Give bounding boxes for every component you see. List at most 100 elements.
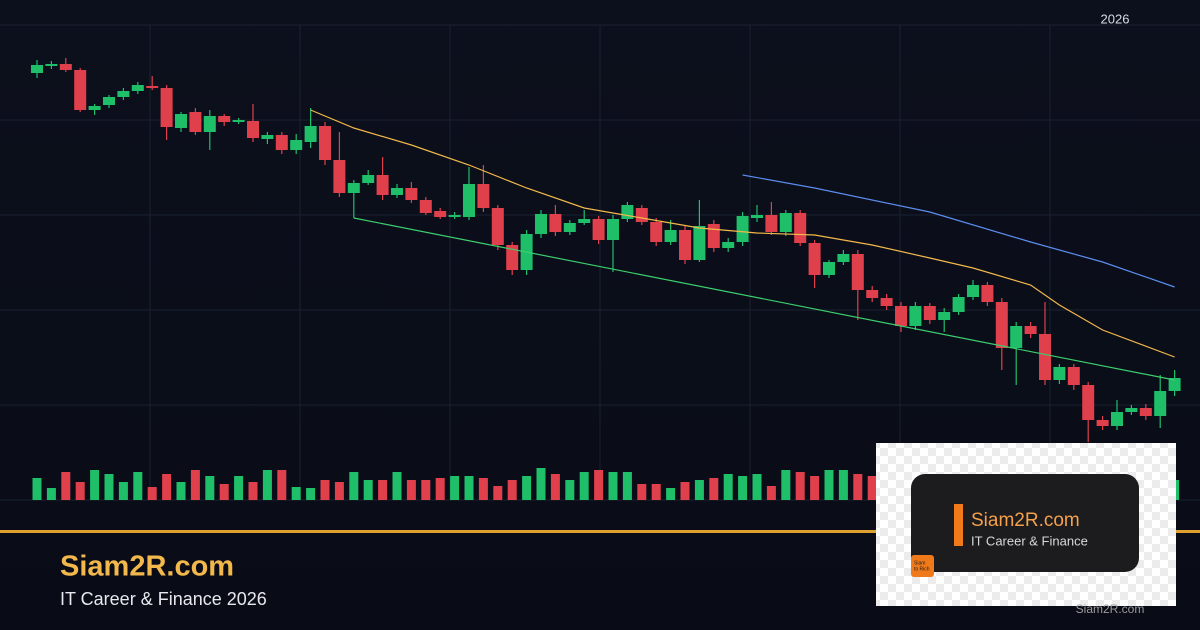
volume-bar — [752, 474, 762, 500]
vertical-grid — [149, 25, 1051, 500]
candle-body — [794, 213, 807, 243]
volume-bar — [234, 476, 244, 500]
volume-bar — [133, 472, 143, 500]
volume-bar — [75, 482, 85, 500]
candle-body — [650, 222, 663, 242]
candle-body — [319, 126, 331, 160]
volume-bar — [522, 476, 532, 500]
volume-bar — [694, 480, 704, 500]
volume-bar — [738, 476, 748, 500]
volume-bar — [363, 480, 373, 500]
candle-body — [664, 230, 677, 242]
volume-bar — [594, 470, 604, 500]
candle-body — [419, 200, 432, 213]
candle-body — [895, 306, 907, 326]
candle-body — [765, 215, 778, 232]
volume-bar — [781, 470, 791, 500]
candle-body — [563, 223, 576, 232]
candle-body — [203, 116, 216, 132]
volume-bar — [507, 480, 517, 500]
candle-body — [247, 121, 259, 138]
volume-bar — [651, 484, 661, 500]
candle-body — [1010, 326, 1023, 348]
candle-body — [967, 285, 979, 297]
candle-body — [333, 160, 346, 193]
candle-body — [146, 86, 159, 88]
candle-body — [275, 135, 288, 150]
volume-bar — [262, 470, 272, 500]
candle-body — [1039, 334, 1051, 380]
candle-body — [477, 184, 490, 208]
volume-bar — [392, 472, 402, 500]
candle-body — [59, 64, 72, 70]
candle-body — [45, 64, 58, 66]
volume-bar — [90, 470, 100, 500]
candle-body — [981, 285, 994, 302]
volume-bar — [176, 482, 186, 500]
candle-body — [1096, 420, 1109, 426]
candle-body — [391, 188, 403, 195]
volume-bar — [867, 476, 877, 500]
candle-body — [549, 214, 562, 232]
candle-body — [535, 214, 547, 234]
volume-bar — [536, 468, 546, 500]
candle-body — [506, 245, 519, 270]
candle-body — [405, 188, 418, 200]
indicator-line — [353, 217, 1175, 381]
candle-body — [175, 114, 187, 128]
volume-bar — [334, 482, 344, 500]
volume-bar — [709, 478, 719, 500]
candle-body — [736, 216, 749, 242]
candle-body — [823, 262, 835, 275]
candle-body — [1082, 385, 1095, 420]
badge-text: to Rich — [914, 566, 930, 572]
badge-text: Siam — [914, 560, 925, 566]
candle-body — [74, 70, 87, 110]
candle-body — [578, 219, 591, 223]
volume-bar — [147, 487, 157, 500]
candle-body — [1024, 326, 1037, 334]
candle-body — [866, 290, 879, 298]
badge — [911, 555, 934, 577]
candle-body — [607, 219, 619, 240]
volume-bar — [406, 480, 416, 500]
volume-bar — [838, 470, 848, 500]
candle-body — [376, 175, 389, 195]
volume-bar — [320, 480, 330, 500]
volume-bar — [421, 480, 431, 500]
volume-bar — [450, 476, 460, 500]
candle-body — [463, 184, 475, 217]
volume-bar — [435, 478, 445, 500]
candle-body — [189, 112, 202, 132]
candle-body — [635, 208, 648, 222]
volume-bar — [493, 486, 503, 500]
candle-body — [290, 140, 303, 150]
volume-bar — [550, 474, 560, 500]
candle-body — [1154, 391, 1167, 416]
candle-body — [218, 116, 231, 122]
volume-bar — [824, 470, 834, 500]
volume-bar — [205, 476, 215, 500]
candle-body — [938, 312, 951, 320]
logo-card — [911, 474, 1139, 572]
candle-body — [1067, 367, 1080, 385]
volume-bar — [291, 487, 301, 500]
volume-bar — [277, 470, 287, 500]
volume-bar — [378, 480, 388, 500]
candle-body — [707, 224, 720, 248]
logo-title: Siam2R.com — [971, 510, 1080, 531]
candle-body — [1168, 378, 1181, 391]
candle-body — [923, 306, 936, 320]
candle-body — [909, 306, 922, 326]
candle-body — [117, 91, 130, 97]
volume-bar — [118, 482, 128, 500]
candle-body — [304, 126, 317, 142]
candle-body — [693, 226, 706, 260]
volume-bar — [464, 476, 474, 500]
candle-body — [851, 254, 864, 290]
volume-bar — [61, 472, 71, 500]
logo-overlay: Siam2R.com IT Career & Finance Siam to R… — [876, 443, 1176, 616]
candle-body — [995, 302, 1008, 348]
year-label: 2026 — [1101, 11, 1130, 26]
